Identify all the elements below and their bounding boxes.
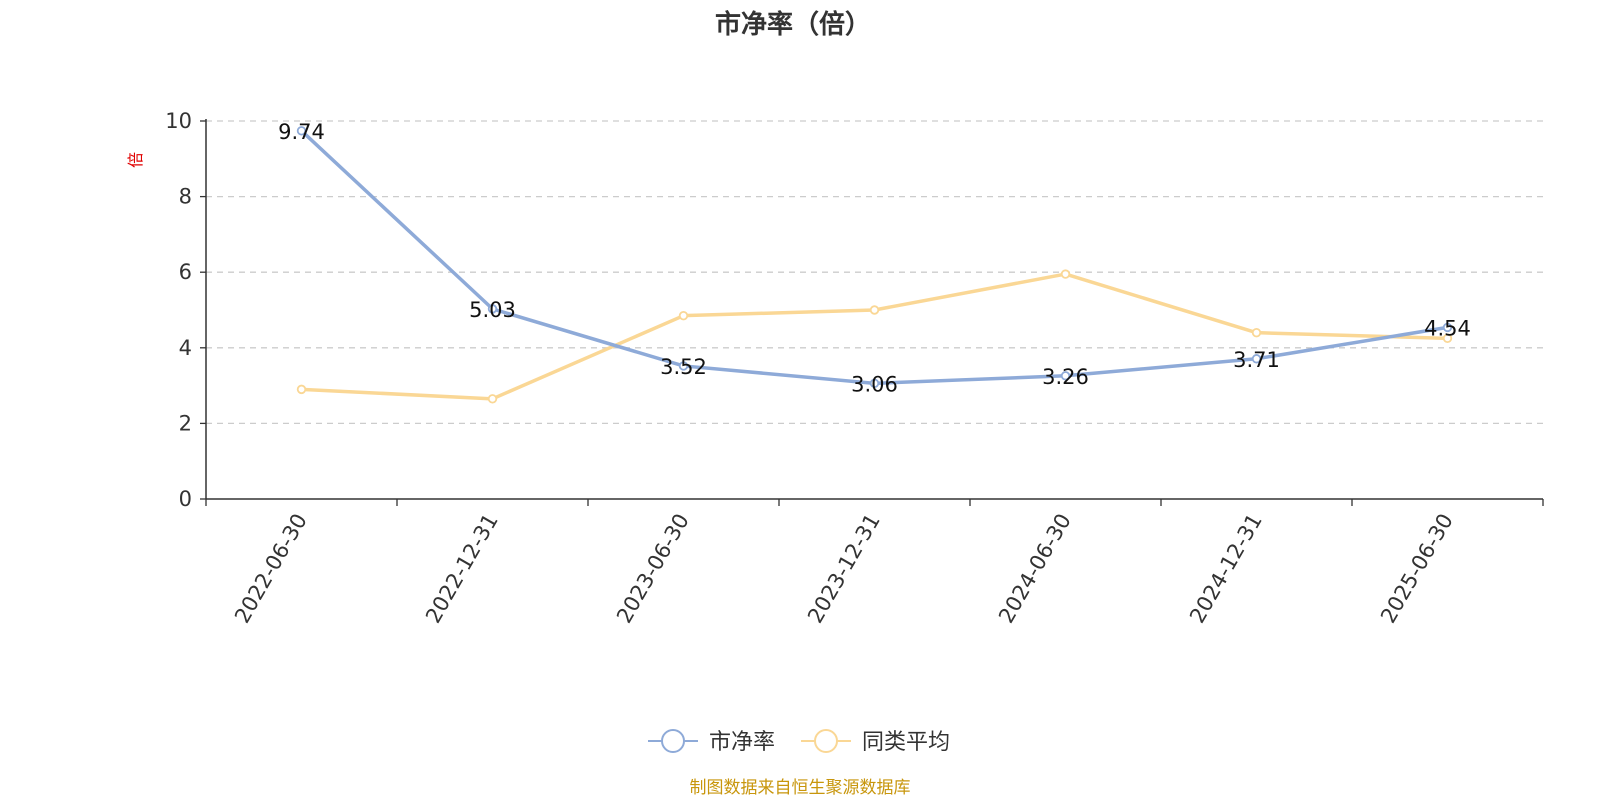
- data-point: [1060, 269, 1071, 279]
- y-tick-label: 6: [179, 260, 192, 284]
- data-label: 9.74: [278, 120, 325, 144]
- data-point: [487, 394, 498, 404]
- data-point: [678, 310, 689, 321]
- x-tick-label: 2024-06-30: [994, 510, 1076, 628]
- data-point: [1251, 354, 1262, 364]
- data-point: [487, 304, 498, 314]
- chart-title: 市净率（倍）: [715, 9, 871, 40]
- series-lines: [296, 126, 1453, 404]
- axes: 0 2 4 6 8 10 2022-06-30 2022-12-31 2023-06-30 202…: [165, 109, 1544, 628]
- x-tick-label: 2025-06-30: [1376, 510, 1458, 628]
- legend-marker: [814, 729, 838, 753]
- data-label: 3.06: [851, 372, 898, 396]
- data-labels: 9.74 5.03 3.52 3.06 3.26 3.71 4.54: [278, 120, 1471, 397]
- legend-marker: [661, 729, 685, 753]
- y-tick-label: 4: [179, 336, 192, 360]
- legend-label: 同类平均: [862, 730, 950, 755]
- data-point: [1060, 371, 1071, 381]
- data-point: [678, 361, 689, 371]
- legend-item-0[interactable]: 市净率: [648, 729, 775, 755]
- source-note: 制图数据来自恒生聚源数据库: [690, 778, 911, 798]
- data-label: 3.52: [660, 355, 707, 379]
- data-point: [869, 378, 880, 389]
- y-tick-label: 8: [179, 185, 192, 209]
- y-tick-label: 2: [179, 411, 192, 435]
- series-line-0: [300, 129, 1448, 386]
- legend[interactable]: 市净率 同类平均: [648, 729, 950, 755]
- data-label: 4.54: [1424, 316, 1471, 340]
- data-point: [869, 305, 880, 315]
- data-point: [296, 126, 307, 136]
- x-tick-label: 2023-06-30: [612, 510, 694, 628]
- y-tick-label: 10: [165, 109, 192, 133]
- data-label: 5.03: [469, 298, 516, 322]
- y-axis-unit-label: 倍: [126, 152, 145, 168]
- legend-item-1[interactable]: 同类平均: [801, 729, 950, 755]
- data-label: 3.71: [1233, 348, 1280, 372]
- data-point: [1251, 327, 1262, 338]
- data-point: [296, 384, 307, 395]
- x-tick-label: 2023-12-31: [803, 510, 885, 628]
- legend-label: 市净率: [709, 730, 775, 755]
- data-label: 3.26: [1042, 365, 1089, 389]
- x-tick-label: 2022-12-31: [421, 510, 503, 628]
- data-point: [1442, 333, 1453, 344]
- x-tick-label: 2024-12-31: [1185, 510, 1267, 628]
- x-tick-label: 2022-06-30: [230, 510, 312, 628]
- data-point: [1442, 322, 1453, 333]
- y-tick-label: 0: [179, 487, 192, 511]
